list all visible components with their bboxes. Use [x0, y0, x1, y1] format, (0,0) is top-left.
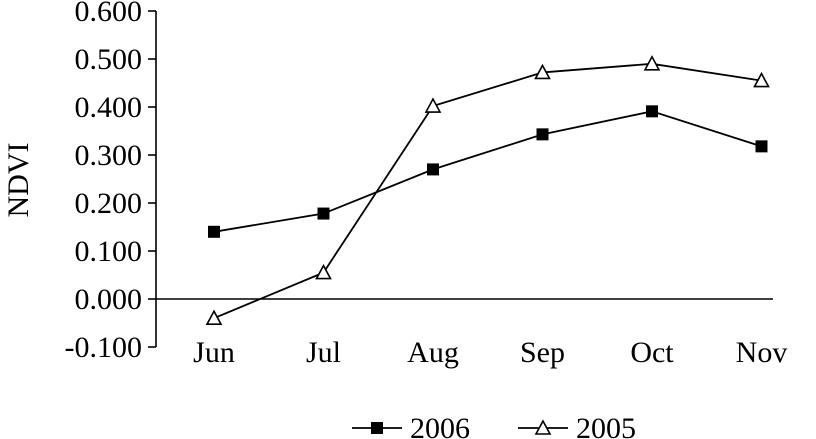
series-line-2005 [213, 62, 762, 320]
data-point-2005 [205, 309, 223, 326]
legend-label-2005: 2005 [576, 412, 636, 439]
series-line-2006 [213, 110, 762, 233]
data-point-2005 [424, 97, 442, 113]
legend-marker-2005 [534, 419, 552, 435]
y-tick-label: 0.500 [75, 43, 143, 76]
y-tick-label: 0.100 [75, 235, 143, 268]
data-point-2006 [646, 105, 658, 118]
data-point-2005 [753, 71, 770, 88]
legend-label-2006: 2006 [410, 412, 470, 439]
x-category-label: Sep [520, 336, 565, 369]
x-axis: Jun Jul Aug Sep Oct Nov [156, 298, 788, 369]
legend: 2006 2005 [352, 412, 636, 439]
data-point-2005 [643, 55, 661, 71]
x-category-label: Jul [306, 336, 341, 369]
y-tick-label: 0.200 [75, 187, 143, 220]
data-point-2005 [534, 63, 551, 80]
x-category-label: Oct [630, 336, 674, 369]
data-point-2006 [317, 207, 330, 220]
legend-marker-2006 [371, 422, 383, 434]
y-axis-label: NDVI [2, 143, 35, 218]
x-category-label: Aug [407, 336, 459, 369]
y-axis: -0.100 0.000 0.100 0.200 0.300 0.400 0.500 0.60… [65, 0, 157, 364]
x-category-label: Jun [193, 336, 235, 369]
y-tick-label: 0.600 [75, 0, 143, 28]
data-point-2006 [755, 140, 768, 153]
y-tick-label: -0.100 [65, 331, 143, 364]
data-point-2006 [536, 128, 549, 141]
series-layer [205, 55, 770, 326]
x-category-label: Nov [736, 336, 788, 369]
y-tick-label: 0.400 [75, 91, 143, 124]
data-point-2006 [208, 225, 220, 238]
data-point-2005 [315, 263, 332, 280]
y-tick-label: 0.300 [75, 139, 143, 172]
y-tick-label: 0.000 [75, 283, 143, 316]
data-point-2006 [427, 163, 439, 176]
